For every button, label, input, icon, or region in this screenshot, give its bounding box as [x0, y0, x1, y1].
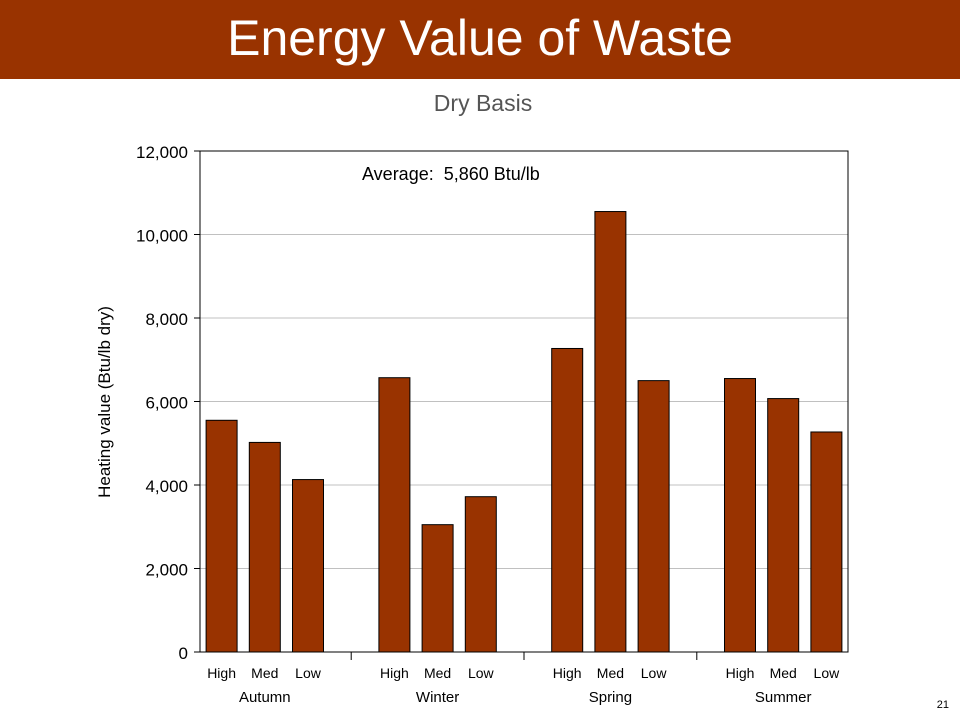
- y-tick-label: 8,000: [145, 310, 188, 329]
- title-bar: [0, 0, 960, 79]
- x-category-label: High: [553, 665, 582, 681]
- page-title: Energy Value of Waste: [227, 10, 733, 66]
- y-axis-label: Heating value (Btu/lb dry): [95, 306, 114, 498]
- bar: [248, 441, 281, 653]
- x-category-label: Low: [295, 665, 322, 681]
- x-group-label: Summer: [755, 689, 812, 706]
- y-tick-label: 6,000: [145, 394, 188, 413]
- x-category-label: High: [207, 665, 236, 681]
- page-number: 21: [936, 699, 949, 711]
- chart-subtitle: Dry Basis: [433, 90, 533, 116]
- y-tick-label: 0: [179, 644, 188, 663]
- x-group-label: Winter: [416, 689, 459, 706]
- average-annotation: Average: 5,860 Btu/lb: [362, 164, 540, 184]
- bar: [292, 479, 324, 653]
- x-category-label: Med: [770, 665, 797, 681]
- x-category-label: Low: [641, 665, 668, 681]
- x-category-label: Low: [814, 665, 841, 681]
- y-tick-label: 12,000: [136, 143, 188, 162]
- bar: [205, 419, 238, 653]
- bar: [724, 378, 756, 653]
- x-category-label: High: [380, 665, 409, 681]
- y-tick-label: 4,000: [145, 477, 188, 496]
- y-tick-label: 10,000: [136, 227, 188, 246]
- x-group-label: Autumn: [239, 689, 291, 706]
- bar: [767, 398, 800, 653]
- bar: [421, 524, 454, 653]
- x-category-label: High: [726, 665, 755, 681]
- bars: [205, 211, 843, 653]
- x-group-label: Spring: [589, 689, 632, 706]
- bar: [810, 431, 843, 653]
- y-axis: 0 2,000 4,000 6,000 8,000 10,000 12,000: [136, 143, 200, 663]
- x-category-label: Low: [468, 665, 495, 681]
- x-category-label: Med: [251, 665, 278, 681]
- bar: [378, 377, 411, 653]
- bar: [637, 380, 670, 653]
- x-category-label: Med: [597, 665, 624, 681]
- bar: [464, 496, 497, 653]
- bar: [594, 211, 627, 653]
- x-category-label: Med: [424, 665, 451, 681]
- y-tick-label: 2,000: [145, 561, 188, 580]
- bar: [551, 347, 584, 653]
